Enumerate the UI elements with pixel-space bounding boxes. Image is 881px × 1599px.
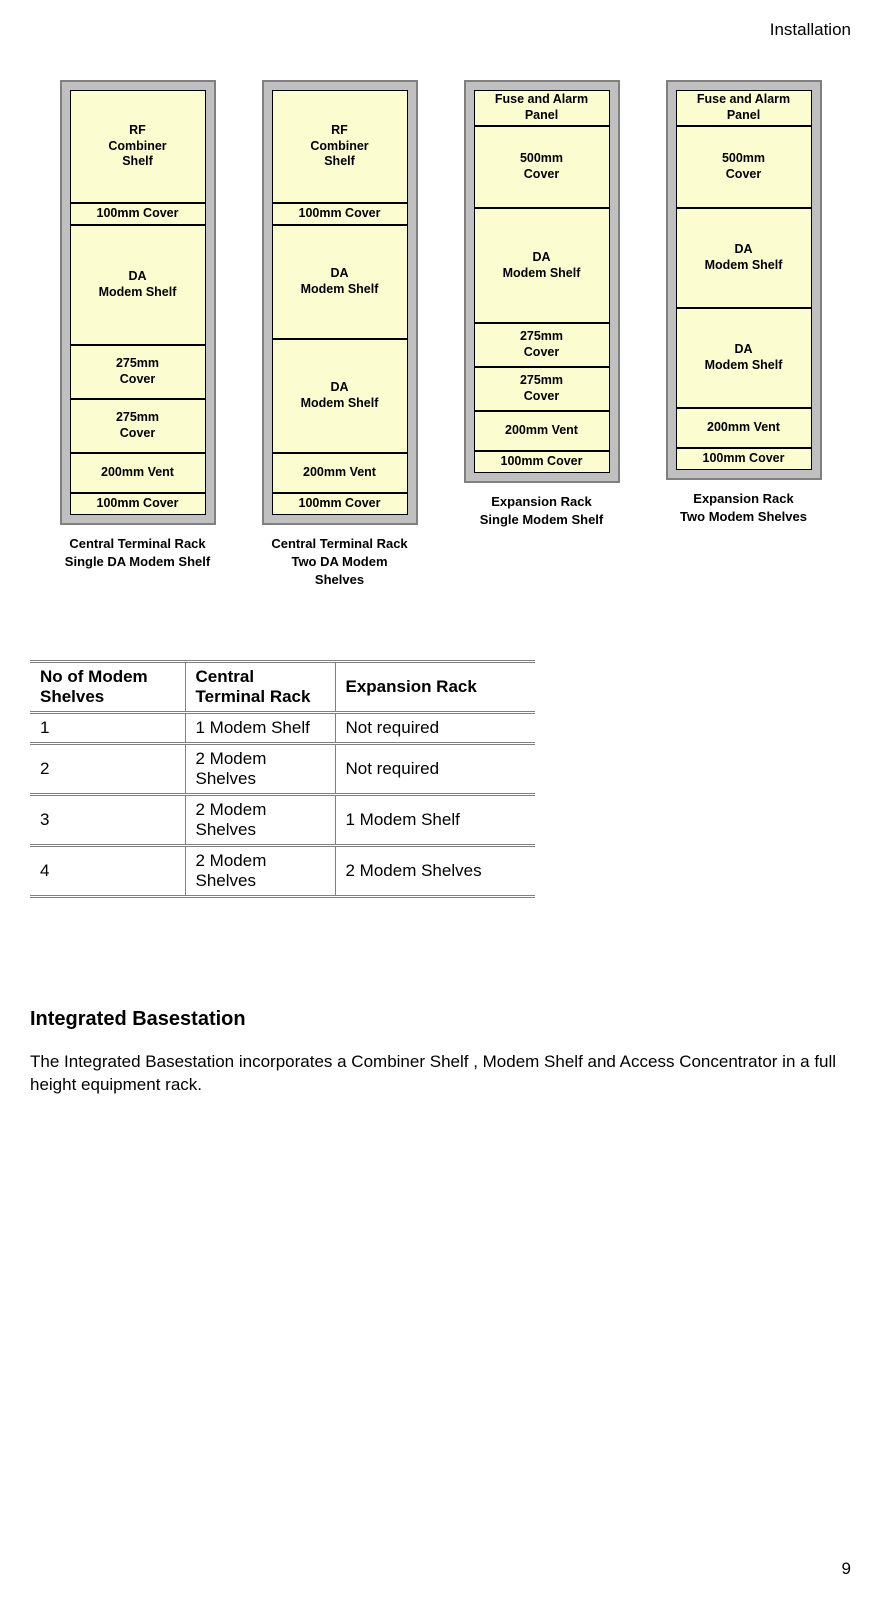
rack-column: Fuse and AlarmPanel500mmCoverDAModem She… bbox=[656, 80, 831, 590]
rack-box: DAModem Shelf bbox=[676, 208, 812, 308]
rack-box: RFCombinerShelf bbox=[70, 90, 206, 203]
rack-box: 100mm Cover bbox=[272, 493, 408, 515]
table-cell: 4 bbox=[30, 845, 185, 896]
rack-box: Fuse and AlarmPanel bbox=[676, 90, 812, 126]
rack-column: RFCombinerShelf100mm CoverDAModem Shelf2… bbox=[50, 80, 225, 590]
table-header-cell: CentralTerminal Rack bbox=[185, 661, 335, 712]
rack-frame: Fuse and AlarmPanel500mmCoverDAModem She… bbox=[464, 80, 620, 483]
table-cell: Not required bbox=[335, 743, 535, 794]
rack-box: 100mm Cover bbox=[70, 203, 206, 225]
table-header-row: No of Modem Shelves CentralTerminal Rack… bbox=[30, 661, 535, 712]
rack-column: Fuse and AlarmPanel500mmCoverDAModem She… bbox=[454, 80, 629, 590]
table-row: 42 ModemShelves2 Modem Shelves bbox=[30, 845, 535, 896]
table-row: 22 ModemShelvesNot required bbox=[30, 743, 535, 794]
shelf-table-wrap: No of Modem Shelves CentralTerminal Rack… bbox=[30, 660, 851, 898]
table-cell: 2 ModemShelves bbox=[185, 794, 335, 845]
rack-caption: Expansion RackSingle Modem Shelf bbox=[480, 493, 604, 529]
shelf-table: No of Modem Shelves CentralTerminal Rack… bbox=[30, 660, 535, 898]
rack-box: 275mmCover bbox=[474, 323, 610, 367]
page-number: 9 bbox=[842, 1559, 851, 1579]
table-cell: 1 Modem Shelf bbox=[185, 712, 335, 743]
rack-box: 500mmCover bbox=[474, 126, 610, 208]
rack-box: 275mmCover bbox=[70, 399, 206, 453]
table-cell: 2 bbox=[30, 743, 185, 794]
rack-caption: Central Terminal RackTwo DA ModemShelves bbox=[271, 535, 407, 590]
table-cell: 3 bbox=[30, 794, 185, 845]
rack-box: 100mm Cover bbox=[70, 493, 206, 515]
rack-box: 100mm Cover bbox=[474, 451, 610, 473]
header-section: Installation bbox=[30, 20, 851, 40]
rack-box: DAModem Shelf bbox=[676, 308, 812, 408]
rack-frame: Fuse and AlarmPanel500mmCoverDAModem She… bbox=[666, 80, 822, 480]
rack-box: 200mm Vent bbox=[272, 453, 408, 493]
table-cell: 1 bbox=[30, 712, 185, 743]
rack-box: Fuse and AlarmPanel bbox=[474, 90, 610, 126]
rack-box: 200mm Vent bbox=[70, 453, 206, 493]
rack-box: 275mmCover bbox=[70, 345, 206, 399]
table-body: 11 Modem ShelfNot required22 ModemShelve… bbox=[30, 712, 535, 896]
table-row: 11 Modem ShelfNot required bbox=[30, 712, 535, 743]
section-heading: Integrated Basestation bbox=[30, 1008, 851, 1031]
rack-box: RFCombinerShelf bbox=[272, 90, 408, 203]
section-paragraph: The Integrated Basestation incorporates … bbox=[30, 1051, 850, 1097]
table-header-cell: No of Modem Shelves bbox=[30, 661, 185, 712]
table-cell: Not required bbox=[335, 712, 535, 743]
rack-box: DAModem Shelf bbox=[272, 225, 408, 339]
table-cell: 2 Modem Shelves bbox=[335, 845, 535, 896]
rack-box: DAModem Shelf bbox=[272, 339, 408, 453]
rack-box: DAModem Shelf bbox=[70, 225, 206, 345]
rack-box: 500mmCover bbox=[676, 126, 812, 208]
table-header-cell: Expansion Rack bbox=[335, 661, 535, 712]
table-cell: 2 ModemShelves bbox=[185, 845, 335, 896]
table-cell: 1 Modem Shelf bbox=[335, 794, 535, 845]
rack-box: 275mmCover bbox=[474, 367, 610, 411]
rack-caption: Central Terminal RackSingle DA Modem She… bbox=[65, 535, 210, 571]
table-row: 32 ModemShelves1 Modem Shelf bbox=[30, 794, 535, 845]
rack-box: 100mm Cover bbox=[676, 448, 812, 470]
rack-column: RFCombinerShelf100mm CoverDAModem ShelfD… bbox=[252, 80, 427, 590]
rack-box: 200mm Vent bbox=[474, 411, 610, 451]
rack-frame: RFCombinerShelf100mm CoverDAModem ShelfD… bbox=[262, 80, 418, 525]
page: Installation RFCombinerShelf100mm CoverD… bbox=[0, 0, 881, 1599]
rack-caption: Expansion RackTwo Modem Shelves bbox=[680, 490, 807, 526]
racks-row: RFCombinerShelf100mm CoverDAModem Shelf2… bbox=[30, 80, 851, 590]
rack-frame: RFCombinerShelf100mm CoverDAModem Shelf2… bbox=[60, 80, 216, 525]
table-cell: 2 ModemShelves bbox=[185, 743, 335, 794]
rack-box: 100mm Cover bbox=[272, 203, 408, 225]
rack-box: DAModem Shelf bbox=[474, 208, 610, 323]
rack-box: 200mm Vent bbox=[676, 408, 812, 448]
